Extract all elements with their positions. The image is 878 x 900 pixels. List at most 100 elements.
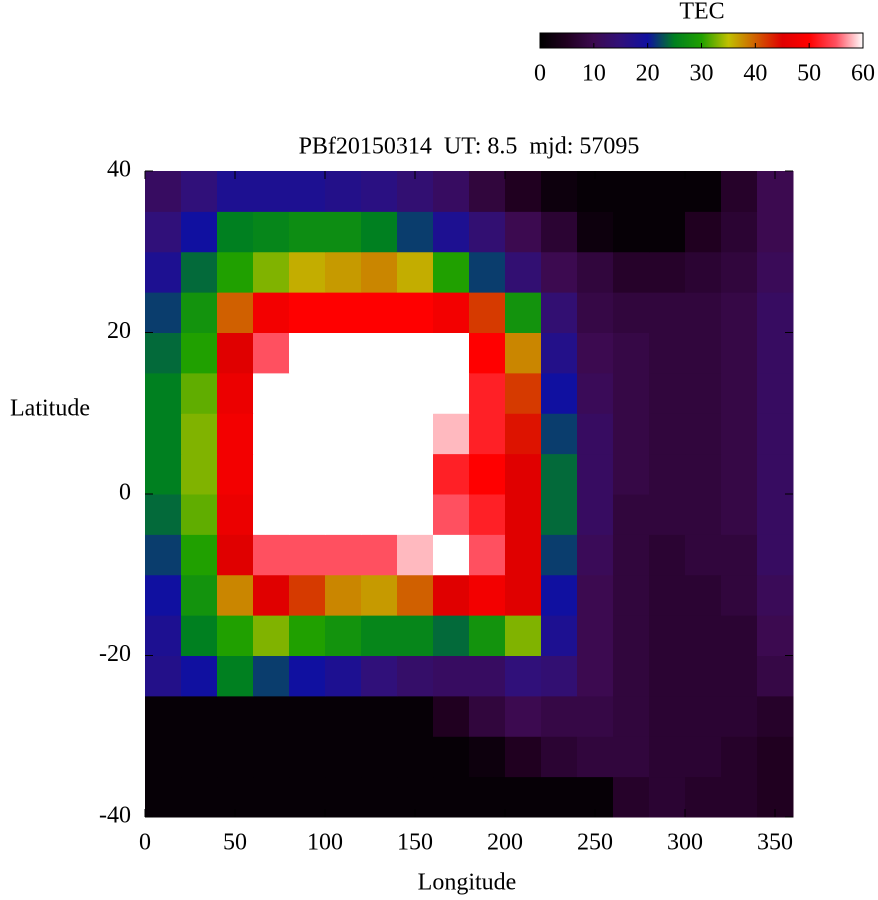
heat-cell — [325, 776, 362, 818]
heat-cell — [613, 413, 650, 455]
heat-cell — [217, 695, 254, 737]
colorbar-tick-label: 20 — [636, 61, 660, 87]
heat-cell — [433, 494, 470, 535]
heat-cell — [613, 453, 650, 495]
heat-cell — [685, 776, 722, 818]
heat-cell — [505, 292, 542, 333]
heat-cell — [325, 494, 362, 535]
heat-cell — [541, 292, 578, 333]
x-tick-label: 350 — [757, 830, 793, 856]
heat-cell — [757, 494, 794, 535]
heat-cell — [289, 776, 326, 818]
heat-cell — [577, 615, 614, 656]
heat-cell — [397, 332, 434, 374]
heat-cell — [433, 292, 470, 333]
heat-cell — [361, 413, 398, 455]
heat-cell — [397, 292, 434, 333]
heat-cell — [505, 655, 542, 697]
heat-cell — [181, 413, 218, 455]
heat-cell — [325, 413, 362, 455]
heat-cell — [721, 534, 758, 576]
heat-cell — [253, 332, 290, 374]
heat-cell — [325, 251, 362, 293]
heat-cell — [649, 494, 686, 535]
heat-cell — [541, 332, 578, 374]
heat-cell — [757, 695, 794, 737]
heat-cell — [145, 292, 182, 333]
heat-cell — [541, 776, 578, 818]
heat-cell — [217, 251, 254, 293]
heat-cell — [649, 655, 686, 697]
colorbar-tick-label: 30 — [690, 61, 714, 87]
heat-cell — [361, 695, 398, 737]
x-tick-label: 50 — [223, 830, 247, 856]
heat-cell — [469, 695, 506, 737]
heat-cell — [505, 494, 542, 535]
heat-cell — [397, 695, 434, 737]
heat-cell — [469, 776, 506, 818]
heat-cell — [541, 453, 578, 495]
heat-cell — [613, 171, 650, 212]
heat-cell — [685, 574, 722, 616]
heat-cell — [433, 655, 470, 697]
heat-cell — [577, 574, 614, 616]
heat-cell — [361, 292, 398, 333]
heat-cell — [289, 453, 326, 495]
heat-cell — [289, 372, 326, 414]
heat-cell — [469, 171, 506, 212]
colorbar-tick-label: 50 — [797, 61, 821, 87]
heat-cell — [325, 372, 362, 414]
heat-cell — [685, 413, 722, 455]
y-tick-label: -20 — [99, 641, 131, 667]
heat-cell — [613, 251, 650, 293]
heat-cell — [577, 211, 614, 253]
heat-cell — [757, 615, 794, 656]
heat-cell — [397, 615, 434, 656]
heat-cell — [649, 695, 686, 737]
heat-cell — [649, 211, 686, 253]
heat-cell — [325, 695, 362, 737]
heat-cell — [541, 413, 578, 455]
heat-cell — [505, 413, 542, 455]
y-tick-label: 0 — [119, 480, 131, 506]
heat-cell — [361, 574, 398, 616]
heat-cell — [145, 251, 182, 293]
heat-cell — [397, 372, 434, 414]
heat-cell — [721, 655, 758, 697]
heat-cell — [757, 292, 794, 333]
heat-cell — [649, 372, 686, 414]
heat-cell — [685, 372, 722, 414]
heat-cell — [145, 413, 182, 455]
heat-cell — [289, 332, 326, 374]
heat-cell — [181, 695, 218, 737]
heat-cell — [181, 211, 218, 253]
heat-cell — [577, 372, 614, 414]
heat-cell — [541, 211, 578, 253]
heat-cell — [325, 534, 362, 576]
heat-cell — [613, 615, 650, 656]
heat-cell — [649, 776, 686, 818]
heat-cell — [721, 776, 758, 818]
heat-cell — [577, 413, 614, 455]
heat-cell — [253, 171, 290, 212]
heat-cell — [253, 292, 290, 333]
heat-cell — [721, 171, 758, 212]
heat-cell — [325, 574, 362, 616]
heat-cell — [577, 655, 614, 697]
heat-cell — [685, 171, 722, 212]
heat-cell — [505, 695, 542, 737]
heat-cell — [721, 615, 758, 656]
heat-cell — [181, 615, 218, 656]
heat-cell — [361, 372, 398, 414]
heat-cell — [685, 453, 722, 495]
heat-cell — [433, 211, 470, 253]
heat-cell — [577, 494, 614, 535]
heat-cell — [289, 171, 326, 212]
heat-cell — [685, 736, 722, 778]
heat-cell — [685, 615, 722, 656]
heat-cell — [325, 453, 362, 495]
heat-cell — [361, 453, 398, 495]
heat-cell — [721, 494, 758, 535]
heat-cell — [145, 171, 182, 212]
heat-cell — [577, 251, 614, 293]
